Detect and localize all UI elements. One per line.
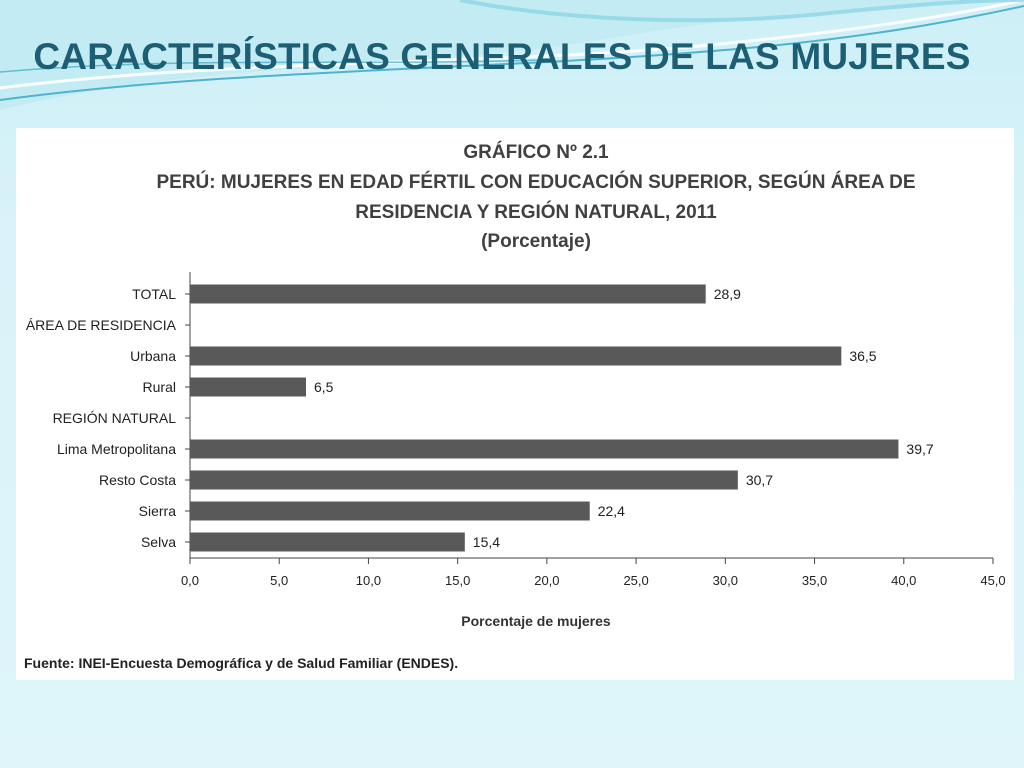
category-label: Sierra xyxy=(139,503,177,519)
data-label: 22,4 xyxy=(598,503,625,519)
x-tick-label: 10,0 xyxy=(356,573,381,588)
category-label: TOTAL xyxy=(132,286,176,302)
category-label: Urbana xyxy=(130,348,176,364)
chart-title-line-3: RESIDENCIA Y REGIÓN NATURAL, 2011 xyxy=(355,201,717,223)
x-tick-label: 20,0 xyxy=(534,573,559,588)
category-label: Resto Costa xyxy=(99,472,176,488)
chart-panel: GRÁFICO Nº 2.1 PERÚ: MUJERES EN EDAD FÉR… xyxy=(16,128,1014,680)
chart-title-line-1: GRÁFICO Nº 2.1 xyxy=(463,141,609,163)
chart-source-note: Fuente: INEI-Encuesta Demográfica y de S… xyxy=(24,655,458,671)
x-tick-label: 0,0 xyxy=(181,573,199,588)
slide-title: CARACTERÍSTICAS GENERALES DE LAS MUJERES xyxy=(33,36,971,77)
bar xyxy=(190,439,899,459)
data-label: 6,5 xyxy=(314,379,334,395)
category-label: Lima Metropolitana xyxy=(57,441,176,457)
x-tick-label: 15,0 xyxy=(445,573,470,588)
chart-title-line-2: PERÚ: MUJERES EN EDAD FÉRTIL CON EDUCACI… xyxy=(156,171,915,193)
category-label: Selva xyxy=(141,534,176,550)
bar xyxy=(190,470,738,490)
chart-title-line-4: (Porcentaje) xyxy=(481,231,591,252)
bar xyxy=(190,377,306,397)
category-label: REGIÓN NATURAL xyxy=(53,410,177,426)
bar xyxy=(190,532,465,552)
x-tick-label: 25,0 xyxy=(623,573,648,588)
x-axis-label: Porcentaje de mujeres xyxy=(461,613,611,629)
data-label: 30,7 xyxy=(746,472,773,488)
data-label: 39,7 xyxy=(906,441,933,457)
x-tick-label: 45,0 xyxy=(980,573,1005,588)
x-tick-label: 5,0 xyxy=(270,573,288,588)
x-tick-label: 30,0 xyxy=(713,573,738,588)
bar xyxy=(190,501,590,521)
plot-area: TOTAL 28,9 ÁREA DE RESIDENCIA Urbana 36,5 Rur… xyxy=(26,272,1006,588)
x-tick-label: 40,0 xyxy=(891,573,916,588)
bar xyxy=(190,346,842,366)
bar xyxy=(190,284,706,304)
bar-chart: GRÁFICO Nº 2.1 PERÚ: MUJERES EN EDAD FÉR… xyxy=(24,141,1006,671)
data-label: 28,9 xyxy=(714,286,741,302)
x-tick-label: 35,0 xyxy=(802,573,827,588)
category-label: Rural xyxy=(143,379,176,395)
data-label: 36,5 xyxy=(849,348,876,364)
data-label: 15,4 xyxy=(473,534,500,550)
category-label: ÁREA DE RESIDENCIA xyxy=(26,317,177,333)
